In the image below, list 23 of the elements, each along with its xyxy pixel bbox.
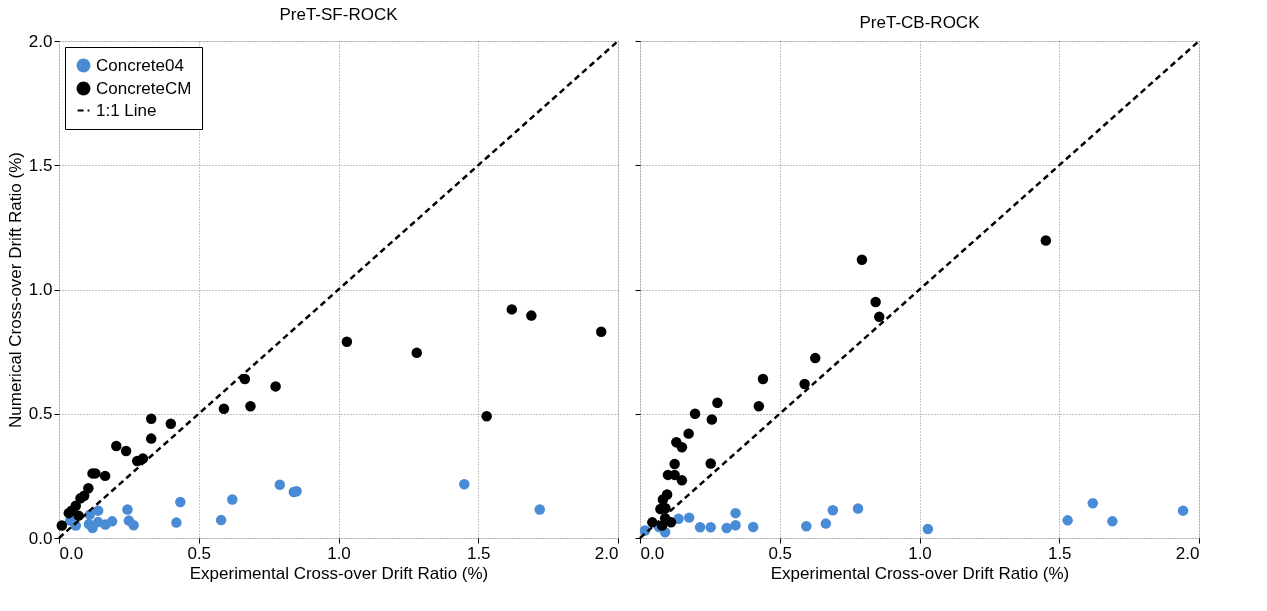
y-axis-title: Numerical Cross-over Drift Ratio (%) [5,152,25,428]
x-tick-label: 2.0 [594,543,619,563]
chart-title: PreT-CB-ROCK [859,12,981,32]
x-tick-label: 1.5 [466,543,491,563]
x-axis-title: Experimental Cross-over Drift Ratio (%) [189,563,489,583]
x-tick-label: 0.0 [59,543,84,563]
x-tick-label: 1.5 [1047,543,1072,563]
y-tick-label: 0.0 [28,528,53,548]
y-tick-label: 0.5 [28,404,53,424]
x-tick-label: 0.5 [187,543,212,563]
x-tick-label: 1.0 [908,543,932,563]
x-tick-label: 0.5 [768,543,793,563]
legend-label: ConcreteCM [96,78,192,98]
legend-label: Concrete04 [96,55,184,75]
y-tick-label: 2.0 [28,31,53,51]
y-tick-label: 1.5 [28,155,53,175]
x-tick-label: 1.0 [327,543,351,563]
legend-label: 1:1 Line [96,100,157,120]
x-tick-label: 2.0 [1175,543,1200,563]
chart-title: PreT-SF-ROCK [279,5,399,24]
y-tick-label: 1.0 [28,280,53,299]
x-axis-title: Experimental Cross-over Drift Ratio (%) [770,563,1070,583]
x-tick-label: 0.0 [640,543,665,563]
